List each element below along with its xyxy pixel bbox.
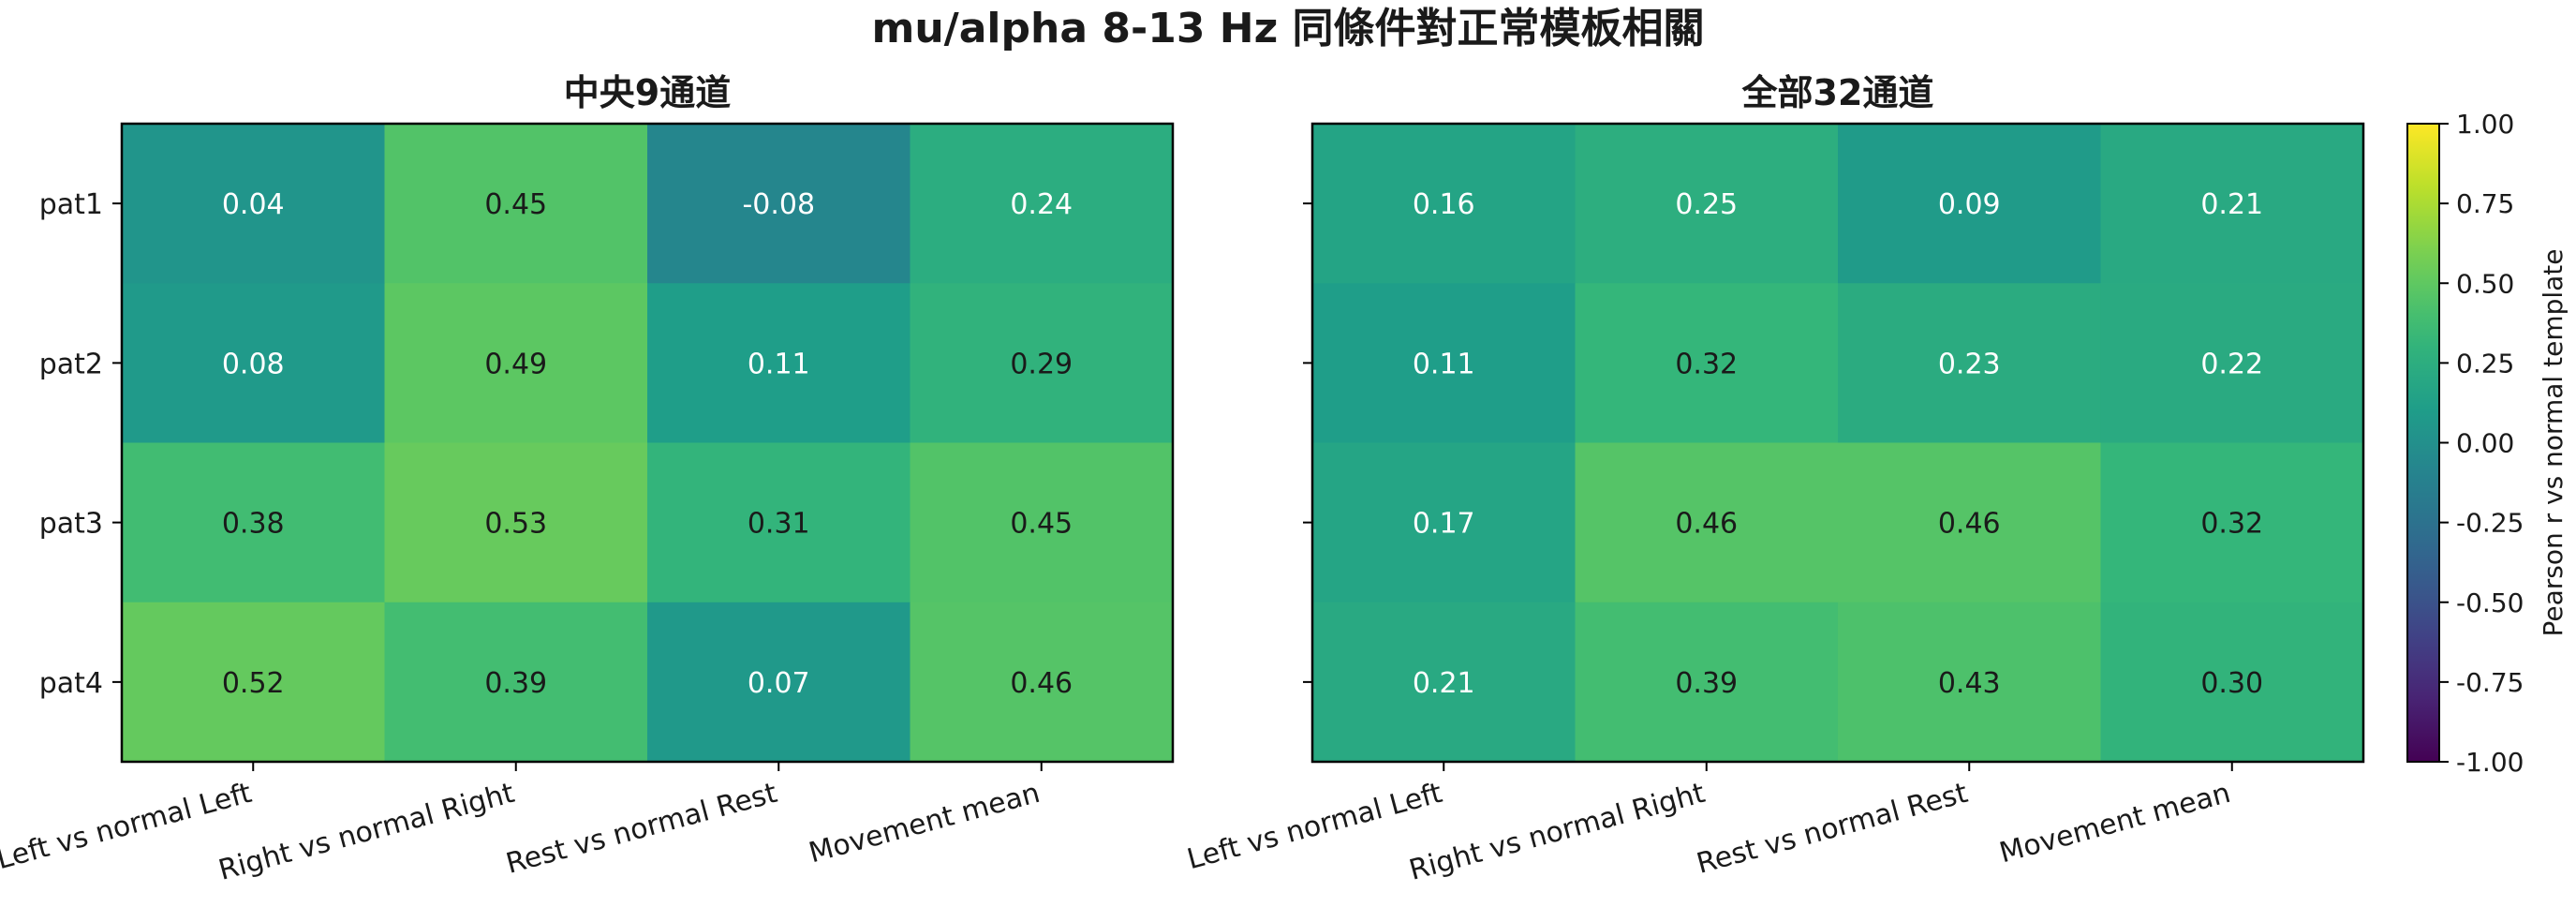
cell-value-label: 0.32 [1675, 348, 1738, 380]
colorbar-tick-label: 1.00 [2456, 109, 2514, 140]
heatmap-cell [1838, 124, 2101, 284]
cell-value-label: 0.38 [222, 508, 285, 541]
heatmap-cell [647, 442, 910, 603]
figure-title: mu/alpha 8-13 Hz 同條件對正常模板相關 [871, 5, 1704, 52]
cell-value-label: 0.11 [748, 348, 810, 380]
cell-value-label: 0.39 [484, 667, 547, 700]
heatmap-cell [1838, 602, 2101, 763]
heatmap-cell [384, 283, 648, 443]
cell-value-label: 0.21 [2200, 188, 2263, 221]
y-tick-label: pat2 [39, 348, 103, 380]
heatmap-cell [1575, 442, 1839, 603]
cell-value-label: 0.53 [484, 508, 547, 541]
heatmap-panel-2: 全部32通道 0.16 0.25 0.09 0.21 0.11 0.32 0.23 0.22 0.… [1184, 72, 2365, 887]
heatmap-panel-1: 中央9通道 0.04 0.45 -0.08 0.24 0.08 0.49 0.11 0.29 0.… [0, 72, 1175, 887]
panel-frame [120, 122, 1175, 764]
x-tick-label: Rest vs normal Rest [1694, 777, 1972, 881]
heatmap-cell [910, 283, 1174, 443]
heatmap-cell [1312, 124, 1576, 284]
heatmap-cell [910, 124, 1174, 284]
cell-value-label: 0.46 [1938, 508, 2001, 541]
cell-value-label: 0.22 [2200, 348, 2263, 380]
cell-value-label: 0.49 [484, 348, 547, 380]
heatmap-cell [1575, 124, 1839, 284]
heatmap-cell [1312, 442, 1576, 603]
cell-value-label: 0.46 [1010, 667, 1073, 700]
cell-value-label: 0.46 [1675, 508, 1738, 541]
cell-value-label: 0.21 [1413, 667, 1475, 700]
heatmap-cell [647, 124, 910, 284]
heatmap-cell [647, 602, 910, 763]
x-tick-label: Rest vs normal Rest [503, 777, 781, 881]
heatmap-cell [1838, 283, 2101, 443]
cell-value-label: 0.43 [1938, 667, 2001, 700]
heatmap-cell [647, 283, 910, 443]
x-tick-label: Movement mean [1996, 777, 2234, 870]
heatmap-cell [1838, 442, 2101, 603]
heatmap-cell [1575, 283, 1839, 443]
cell-value-label: 0.32 [2200, 508, 2263, 541]
colorbar-tick-label: 0.50 [2456, 268, 2514, 299]
heatmap-cell [122, 602, 385, 763]
cell-value-label: 0.45 [1010, 508, 1073, 541]
heatmap-cell [384, 442, 648, 603]
colorbar: 1.00 0.75 0.50 0.25 0.00 -0.25 -0.50 -0.75 -1.00… [2406, 109, 2569, 778]
heatmap-cell [1575, 602, 1839, 763]
heatmap-cell [122, 124, 385, 284]
colorbar-tick-label: -0.25 [2456, 508, 2524, 539]
cell-value-label: 0.24 [1010, 188, 1073, 221]
colorbar-tick-label: 0.25 [2456, 348, 2514, 379]
cell-value-label: 0.23 [1938, 348, 2001, 380]
panel-title: 全部32通道 [1741, 72, 1934, 113]
cell-value-label: 0.29 [1010, 348, 1073, 380]
colorbar-tick-label: -0.75 [2456, 667, 2524, 698]
cell-value-label: 0.30 [2200, 667, 2263, 700]
cell-value-label: 0.52 [222, 667, 285, 700]
heatmap-cell [122, 442, 385, 603]
cell-value-label: 0.25 [1675, 188, 1738, 221]
cell-value-label: 0.16 [1413, 188, 1475, 221]
panel-title: 中央9通道 [564, 72, 731, 113]
cell-value-label: -0.08 [742, 188, 815, 221]
x-tick-label: Right vs normal Right [215, 777, 518, 887]
cell-value-label: 0.04 [222, 188, 285, 221]
cell-value-label: 0.45 [484, 188, 547, 221]
cell-value-label: 0.11 [1413, 348, 1475, 380]
heatmap-cell [384, 124, 648, 284]
heatmap-cell [1312, 602, 1576, 763]
panel-frame [1310, 122, 2365, 764]
y-tick-label: pat1 [39, 188, 103, 221]
colorbar-tick-label: -1.00 [2456, 747, 2524, 778]
y-tick-label: pat4 [39, 667, 103, 700]
y-tick-label: pat3 [39, 508, 103, 541]
cell-value-label: 0.31 [748, 508, 810, 541]
heatmap-cell [910, 442, 1174, 603]
heatmap-cell [384, 602, 648, 763]
colorbar-gradient [2407, 124, 2439, 762]
heatmap-cell [122, 283, 385, 443]
cell-value-label: 0.09 [1938, 188, 2001, 221]
heatmap-cell [2100, 602, 2364, 763]
heatmap-cell [2100, 283, 2364, 443]
heatmap-cell [2100, 124, 2364, 284]
x-tick-label: Movement mean [806, 777, 1044, 870]
heatmap-cell [1312, 283, 1576, 443]
heatmap-cell [910, 602, 1174, 763]
cell-value-label: 0.08 [222, 348, 285, 380]
cell-value-label: 0.07 [748, 667, 810, 700]
heatmap-cell [2100, 442, 2364, 603]
cell-value-label: 0.39 [1675, 667, 1738, 700]
colorbar-tick-label: -0.50 [2456, 587, 2524, 618]
colorbar-tick-label: 0.00 [2456, 428, 2514, 459]
x-tick-label: Right vs normal Right [1406, 777, 1709, 887]
heatmap-panels: 中央9通道 0.04 0.45 -0.08 0.24 0.08 0.49 0.11 0.29 0.… [0, 72, 2365, 887]
cell-value-label: 0.17 [1413, 508, 1475, 541]
colorbar-tick-label: 0.75 [2456, 188, 2514, 219]
colorbar-label: Pearson r vs normal template [2538, 248, 2569, 636]
